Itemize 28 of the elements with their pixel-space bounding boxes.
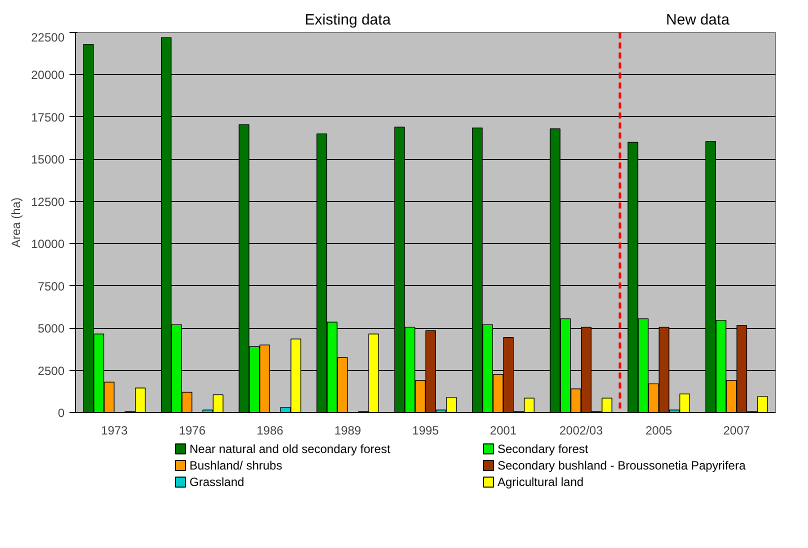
y-tick-label: 20000 xyxy=(31,68,65,82)
x-tick-label: 1989 xyxy=(334,424,362,438)
legend-label: Secondary forest xyxy=(498,442,589,456)
y-tick-label: 7500 xyxy=(38,279,65,294)
x-tick-label: 1976 xyxy=(178,424,206,438)
legend-label: Agricultural land xyxy=(498,475,584,490)
x-tick-label: 1986 xyxy=(256,424,284,438)
y-tick-label: 2500 xyxy=(38,364,65,378)
y-tick-label: 17500 xyxy=(31,110,65,124)
y-tick-label: 22500 xyxy=(31,30,65,44)
legend-label: Bushland/ shrubs xyxy=(190,458,282,472)
x-tick-label: 1973 xyxy=(101,424,128,438)
y-tick-label: 12500 xyxy=(31,194,65,209)
legend-label: Secondary bushland - Broussonetia Papyrifera xyxy=(498,458,746,472)
y-tick-label: 0 xyxy=(58,406,65,420)
x-tick-label: 2005 xyxy=(645,424,673,438)
y-tick-label: 5000 xyxy=(38,322,65,336)
text: Existing data xyxy=(304,12,392,29)
x-tick-label: 2007 xyxy=(723,424,750,438)
x-tick-label: 2001 xyxy=(490,424,517,438)
x-tick-label: 2002/03 xyxy=(559,424,604,438)
y-tick-label: 10000 xyxy=(31,237,65,252)
legend-label: Grassland xyxy=(190,475,244,490)
y-tick-label: 15000 xyxy=(31,152,65,167)
legend-label: Near natural and old secondary forest xyxy=(190,442,391,456)
y-axis-title: Area (ha) xyxy=(9,197,24,248)
x-tick-label: 1995 xyxy=(412,424,440,438)
text: New data xyxy=(666,12,730,29)
